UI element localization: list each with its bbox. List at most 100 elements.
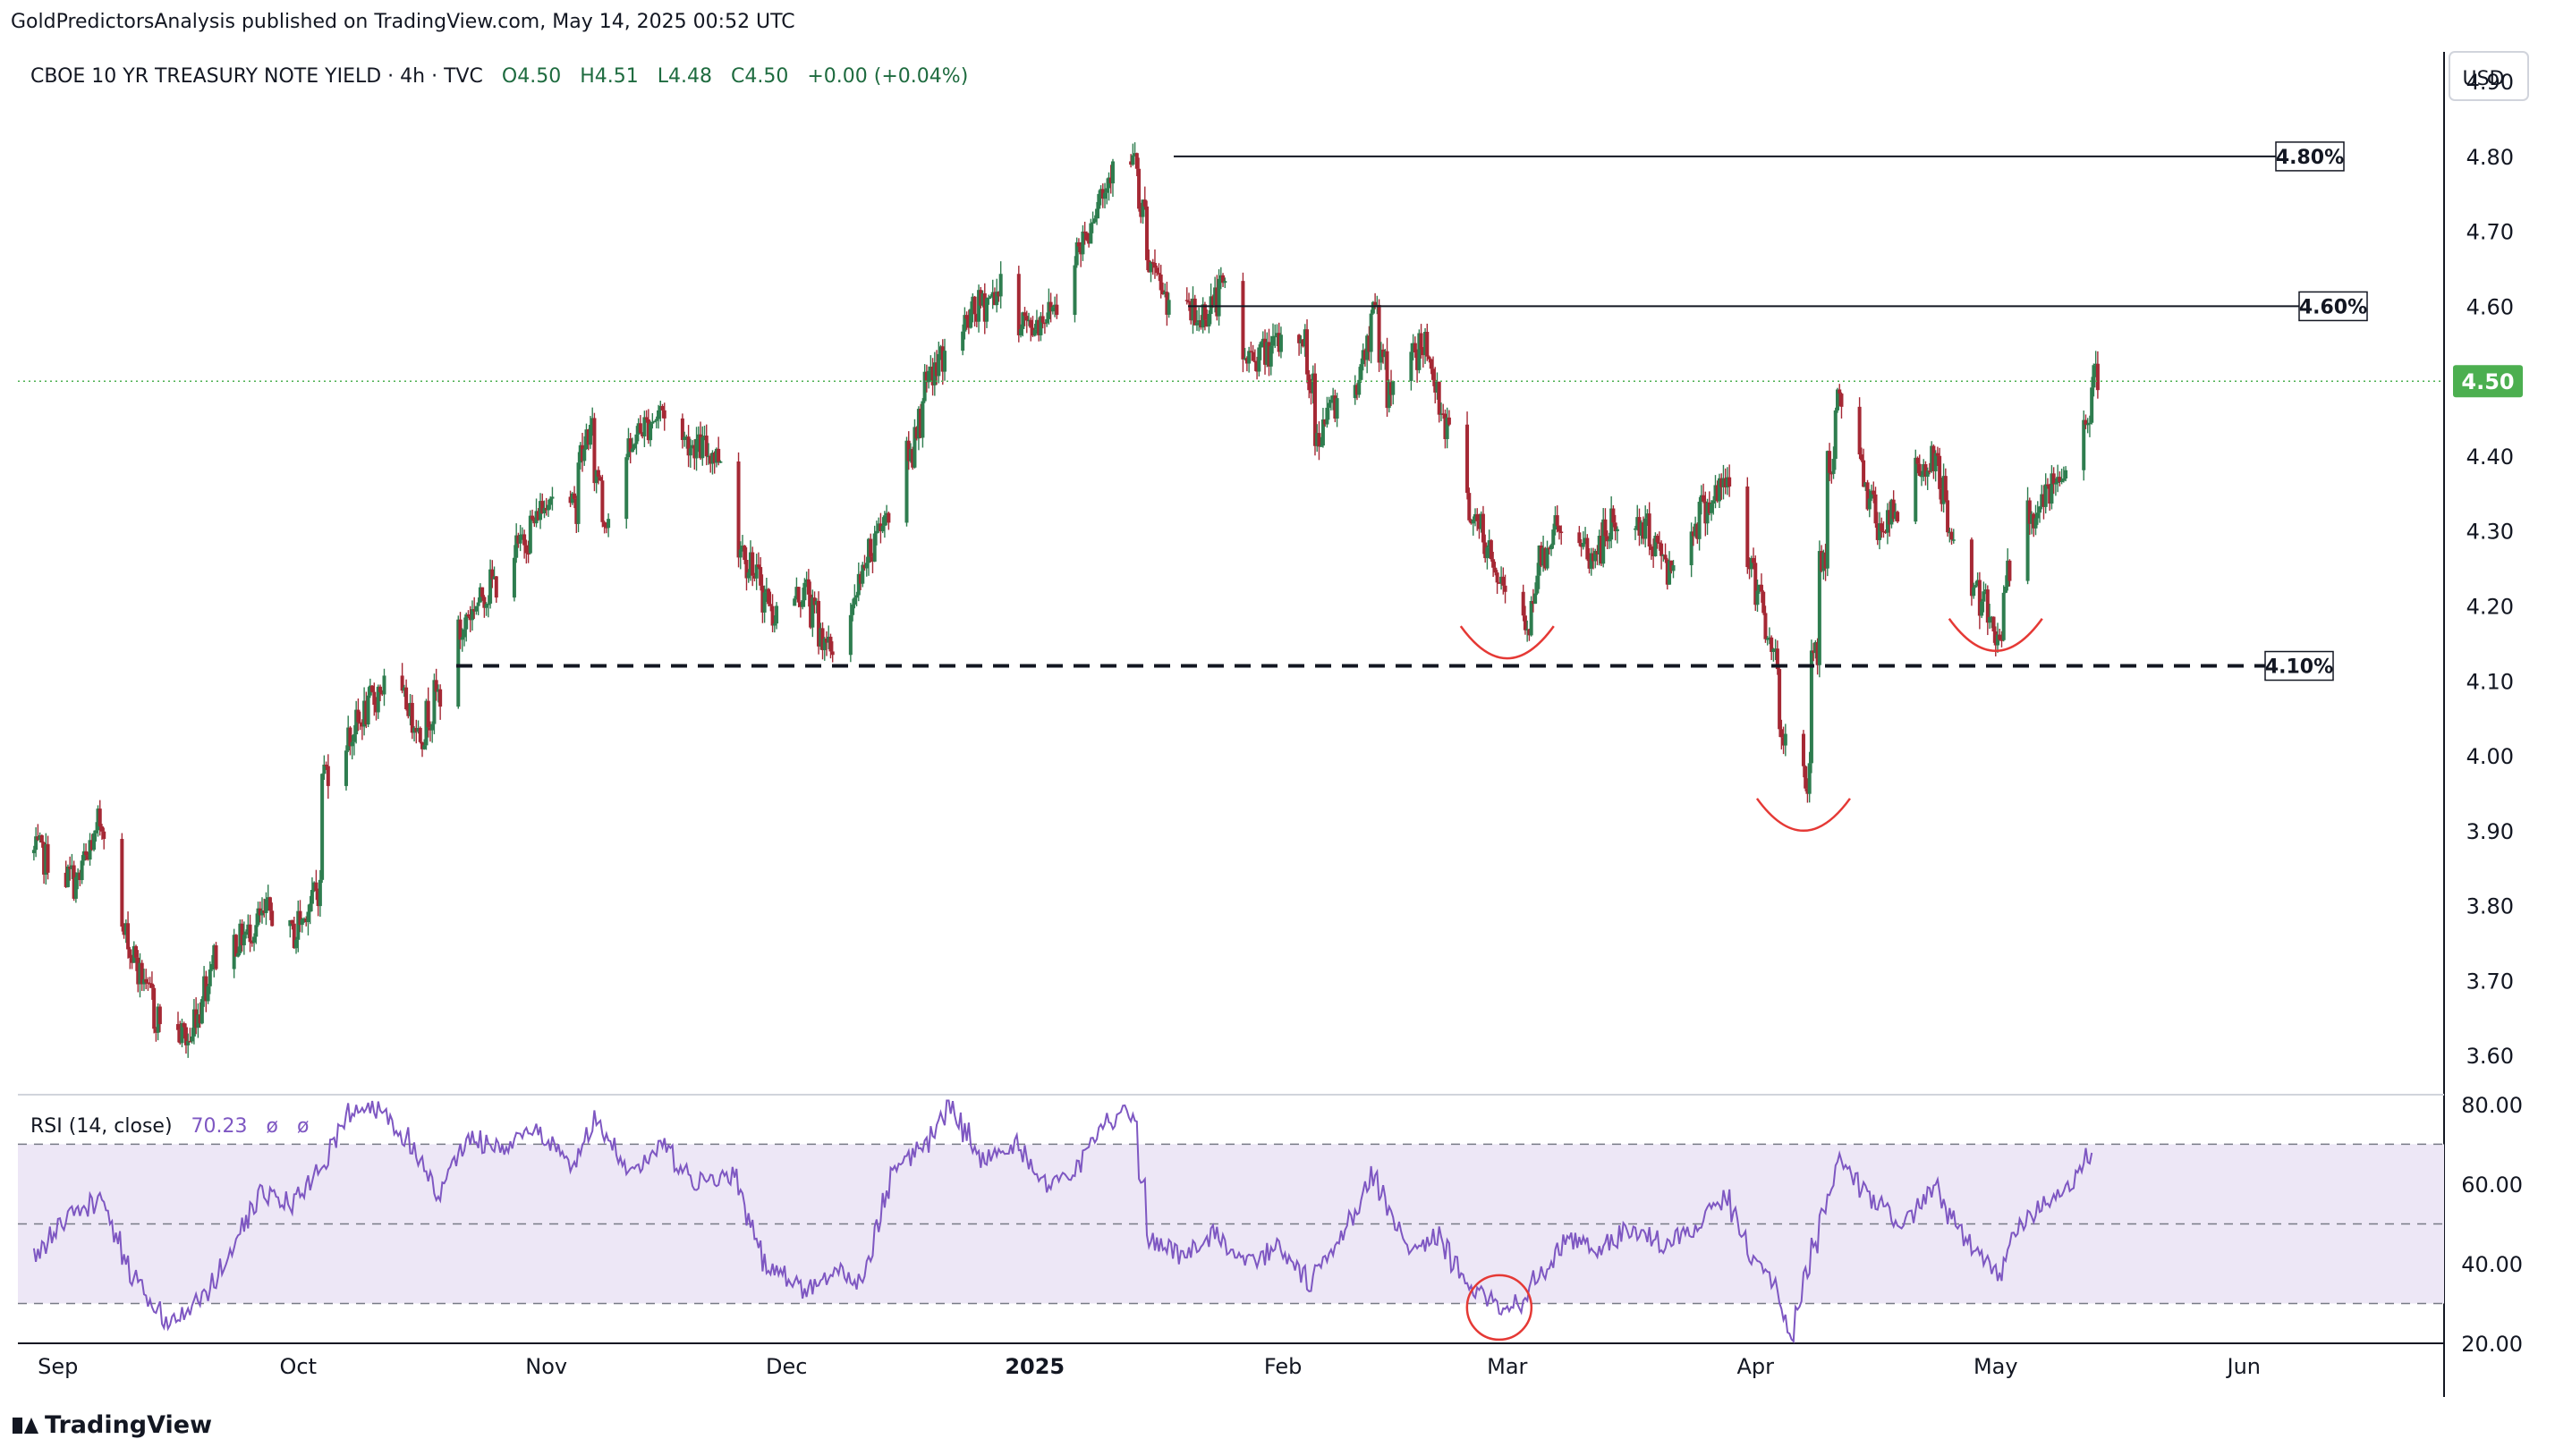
candle-body — [1805, 788, 1810, 794]
candle-body — [1862, 460, 1866, 487]
candle-body — [660, 406, 665, 411]
candle-body — [360, 723, 364, 727]
candle-body — [254, 925, 259, 937]
candle-body — [522, 534, 527, 546]
candle-body — [768, 604, 773, 606]
candle-body — [692, 444, 697, 459]
candle-body — [977, 290, 981, 322]
candle-body — [2043, 484, 2048, 507]
candle-body — [1589, 553, 1593, 569]
candle-body — [1767, 637, 1771, 639]
candle-body — [524, 545, 529, 554]
candle-body — [1335, 398, 1339, 419]
price-tick-label: 4.90 — [2466, 70, 2514, 95]
candle-body — [1273, 335, 1278, 338]
candle-body — [1501, 576, 1506, 586]
candle-body — [126, 923, 131, 950]
candle-body — [1661, 554, 1666, 556]
candle-body — [817, 600, 821, 647]
price-tick-label: 4.40 — [2466, 444, 2514, 470]
candle-body — [548, 498, 553, 505]
candle-body — [794, 587, 799, 599]
candle-body — [1820, 551, 1824, 571]
candle-body — [922, 371, 927, 402]
candle-body — [1935, 453, 1940, 456]
candle-body — [350, 741, 354, 747]
candle-body — [1265, 342, 1269, 365]
candle-body — [1159, 274, 1163, 291]
candle-body — [534, 511, 539, 524]
candle-body — [1821, 552, 1826, 571]
candle-body — [290, 919, 294, 924]
candle-body — [1311, 373, 1315, 394]
candle-body — [94, 830, 98, 834]
candle-body — [1525, 629, 1530, 631]
candle-body — [1108, 177, 1113, 184]
candle-body — [1977, 580, 1982, 616]
candle-body — [372, 691, 377, 706]
candle-body — [1980, 601, 1984, 616]
candle-body — [81, 851, 86, 861]
candle-body — [987, 297, 991, 300]
candle-body — [710, 453, 715, 464]
candle-body — [628, 438, 632, 453]
rsi-extra-1: ø — [267, 1115, 278, 1138]
candle-body — [814, 600, 819, 605]
candle-body — [904, 440, 909, 523]
candle-body — [940, 346, 945, 372]
candle-body — [929, 366, 933, 371]
candle-body — [754, 564, 759, 579]
candle-body — [1495, 572, 1499, 583]
candle-body — [966, 318, 971, 328]
candle-body — [1103, 192, 1108, 199]
candle-body — [246, 924, 250, 932]
candle-body — [520, 534, 524, 536]
candle-body — [2059, 480, 2064, 483]
candle-body — [861, 564, 865, 584]
candle-body — [1389, 382, 1394, 395]
candle-body — [1032, 329, 1037, 336]
candle-body — [38, 834, 42, 841]
candle-body — [402, 687, 406, 691]
candle-body — [1328, 399, 1333, 403]
candle-body — [494, 576, 498, 598]
candle-body — [1362, 350, 1367, 360]
candle-body — [99, 826, 104, 832]
candle-body — [1711, 500, 1716, 504]
candle-body — [542, 507, 547, 513]
candle-body — [767, 588, 771, 605]
candle-body — [683, 436, 687, 440]
candle-body — [1249, 351, 1253, 352]
candle-body — [478, 587, 482, 603]
candle-body — [1027, 319, 1031, 322]
price-tick-label: 4.80 — [2466, 145, 2514, 170]
candle-body — [1469, 520, 1473, 524]
candle-body — [1609, 508, 1614, 540]
candle-body — [78, 872, 82, 881]
candle-body — [911, 449, 915, 468]
price-tick-label: 4.30 — [2466, 520, 2514, 545]
candle-body — [1545, 547, 1549, 569]
candle-body — [1100, 189, 1105, 199]
candle-body — [540, 501, 545, 513]
currency-label[interactable]: USD — [2462, 68, 2504, 90]
candle-body — [2003, 587, 2008, 593]
candle-body — [604, 527, 608, 529]
candle-body — [930, 366, 935, 385]
candle-body — [1193, 298, 1197, 326]
candle-body — [301, 918, 306, 920]
candle-body — [1157, 273, 1161, 275]
tradingview-brand[interactable]: TradingView — [13, 1411, 212, 1439]
time-tick-label: Feb — [1264, 1354, 1303, 1379]
candle-body — [1637, 517, 1642, 536]
candle-body — [594, 470, 598, 484]
candle-body — [252, 936, 257, 943]
candle-body — [1031, 327, 1035, 336]
candle-body — [65, 866, 70, 887]
candle-body — [259, 910, 264, 916]
level-tag-1: 4.60% — [2299, 296, 2367, 318]
candle-body — [1353, 385, 1357, 399]
candle-body — [2058, 477, 2062, 482]
candle-body — [1048, 301, 1053, 312]
